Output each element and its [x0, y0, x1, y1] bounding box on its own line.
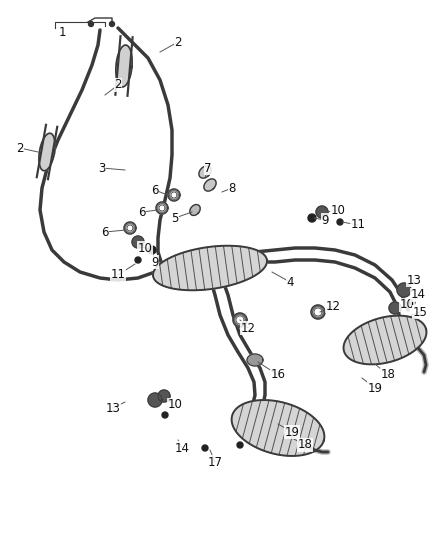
Polygon shape [132, 236, 144, 248]
Text: 13: 13 [406, 273, 421, 287]
Text: 10: 10 [399, 298, 414, 311]
Polygon shape [124, 222, 136, 234]
Polygon shape [232, 400, 325, 456]
Polygon shape [409, 299, 415, 305]
Polygon shape [88, 21, 93, 27]
Polygon shape [39, 133, 55, 171]
Text: 16: 16 [271, 368, 286, 382]
Text: 17: 17 [208, 456, 223, 469]
Text: 6: 6 [151, 183, 159, 197]
Text: 2: 2 [174, 36, 182, 49]
Text: 19: 19 [367, 382, 382, 394]
Text: 18: 18 [297, 439, 312, 451]
Text: 11: 11 [110, 269, 126, 281]
Text: 10: 10 [331, 204, 346, 216]
Polygon shape [397, 283, 411, 297]
Polygon shape [311, 305, 325, 319]
Polygon shape [158, 390, 170, 402]
Text: 6: 6 [101, 225, 109, 238]
Text: 10: 10 [138, 241, 152, 254]
Polygon shape [314, 308, 322, 316]
Text: 7: 7 [204, 161, 212, 174]
Polygon shape [237, 442, 243, 448]
Text: 4: 4 [286, 276, 294, 288]
Polygon shape [308, 214, 316, 222]
Text: 14: 14 [174, 441, 190, 455]
Polygon shape [156, 202, 168, 214]
Polygon shape [153, 246, 267, 290]
Polygon shape [247, 354, 263, 366]
Text: 19: 19 [285, 425, 300, 439]
Text: 3: 3 [98, 161, 106, 174]
Text: 9: 9 [321, 214, 329, 227]
Polygon shape [116, 45, 132, 87]
Polygon shape [204, 179, 216, 191]
Text: 2: 2 [114, 78, 122, 92]
Polygon shape [110, 21, 114, 27]
Text: 11: 11 [350, 219, 365, 231]
Text: 9: 9 [151, 255, 159, 269]
Polygon shape [389, 302, 401, 314]
Text: 8: 8 [228, 182, 236, 195]
Text: 12: 12 [240, 321, 255, 335]
Text: 18: 18 [381, 368, 396, 382]
Polygon shape [148, 246, 156, 254]
Polygon shape [236, 316, 244, 324]
Text: 2: 2 [16, 141, 24, 155]
Polygon shape [199, 166, 211, 178]
Text: 15: 15 [413, 305, 427, 319]
Polygon shape [316, 206, 328, 218]
Polygon shape [135, 257, 141, 263]
Polygon shape [233, 313, 247, 327]
Polygon shape [159, 205, 165, 211]
Text: 6: 6 [138, 206, 146, 219]
Text: 10: 10 [168, 399, 183, 411]
Text: 5: 5 [171, 212, 179, 224]
Text: 13: 13 [106, 401, 120, 415]
Text: 12: 12 [325, 300, 340, 312]
Polygon shape [171, 192, 177, 198]
Polygon shape [162, 412, 168, 418]
Polygon shape [148, 393, 162, 407]
Polygon shape [343, 316, 427, 365]
Polygon shape [337, 219, 343, 225]
Polygon shape [168, 189, 180, 201]
Polygon shape [190, 205, 200, 215]
Polygon shape [202, 445, 208, 451]
Text: 1: 1 [58, 26, 66, 38]
Text: 14: 14 [410, 288, 425, 302]
Polygon shape [127, 225, 133, 231]
